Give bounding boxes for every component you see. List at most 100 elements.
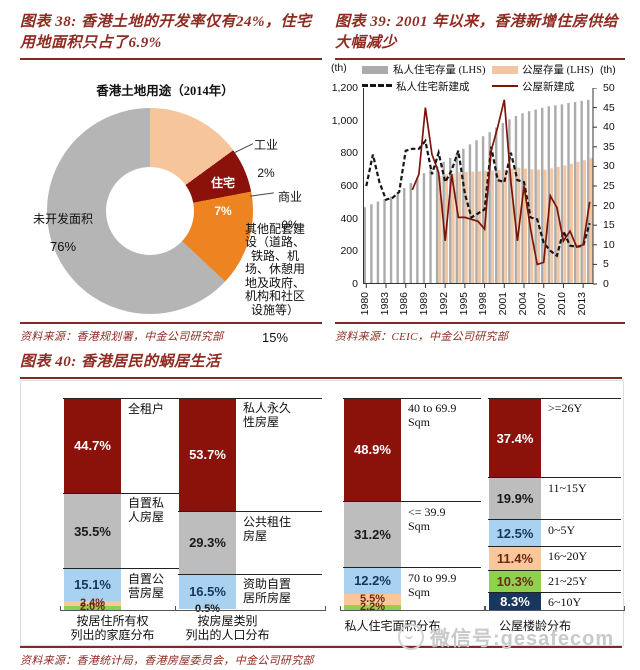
segment-side-label: 资助自置 居所房屋 — [243, 577, 292, 605]
left-axis-tick: 800 — [340, 147, 358, 159]
right-axis-tick: 50 — [603, 82, 615, 94]
legend-swatch-private-stock — [362, 66, 388, 74]
right-axis-tick: 45 — [603, 102, 615, 114]
figure-39-source: 资料来源：CEIC，中金公司研究部 — [335, 322, 625, 344]
private-stock-bar — [468, 144, 472, 284]
x-axis-tick: 1995 — [458, 292, 470, 316]
x-axis-tick: 2004 — [517, 292, 529, 316]
private-stock-bar — [403, 187, 406, 284]
segment-boundary-line — [178, 397, 322, 399]
bar-segment: 2.4% — [64, 597, 121, 608]
baseline — [60, 610, 211, 611]
public-stock-bar — [583, 160, 587, 284]
segment-side-label: 70 to 99.9 Sqm — [408, 570, 457, 599]
legend-swatch-public-completed — [492, 85, 518, 87]
segment-percent-label: 37.4% — [496, 430, 534, 446]
segment-boundary-line — [488, 397, 621, 399]
segment-percent-label: 29.3% — [189, 535, 226, 551]
private-stock-bar — [547, 106, 550, 284]
figure-38-title: 图表 38: 香港土地的开发率仅有24%，住宅用地面积只占了6.9% — [20, 12, 322, 60]
baseline — [340, 610, 485, 611]
segment-boundary-line — [63, 568, 207, 570]
private-stock-bar — [580, 100, 583, 284]
right-axis-tick: 20 — [603, 200, 615, 212]
right-axis-tick: 5 — [603, 258, 609, 270]
bar-segment: 53.7% — [179, 398, 236, 512]
left-axis-tick: 1,000 — [331, 115, 358, 127]
figure-39: 图表 39: 2001 年以来，香港新增住房供给大幅减少 — [335, 12, 625, 60]
segment-boundary-line — [488, 591, 621, 593]
private-stock-bar — [508, 119, 511, 284]
public-stock-bar — [510, 168, 514, 284]
public-stock-bar — [543, 169, 547, 284]
baseline-tick — [340, 606, 341, 610]
segment-boundary-line — [488, 570, 621, 572]
public-stock-bar — [576, 161, 580, 284]
segment-percent-label: 44.7% — [74, 438, 111, 454]
segment-percent-label: 16.5% — [189, 584, 226, 599]
public-stock-bar — [504, 169, 508, 284]
private-stock-bar — [383, 199, 386, 284]
x-axis-tick: 1989 — [418, 292, 430, 316]
private-completed-line — [365, 138, 591, 258]
private-stock-bar — [475, 140, 478, 284]
private-stock-bar — [429, 169, 432, 284]
private-stock-bar — [587, 99, 590, 284]
segment-percent-label: 2.2% — [359, 601, 386, 614]
baseline-tick — [175, 606, 176, 610]
left-axis-tick: 200 — [340, 245, 358, 257]
segment-boundary-line — [343, 567, 481, 569]
baseline-tick — [325, 606, 326, 610]
bar-segment: 12.2% — [344, 567, 401, 594]
public-stock-bar — [464, 171, 468, 284]
segment-percent-label: 5.5% — [359, 593, 386, 606]
private-stock-bar — [573, 102, 577, 285]
bar-segment: 48.9% — [344, 398, 401, 502]
segment-side-label: <= 39.9 Sqm — [408, 504, 446, 533]
bar-segment: 37.4% — [489, 398, 541, 478]
pie-label-other: 其他配套建 设（道路、 铁路、机 场、休憩用 地及政府、 机构和社区 设施等） … — [244, 221, 305, 345]
segment-boundary-line — [178, 573, 322, 575]
segment-side-label: 0~5Y — [548, 522, 576, 537]
left-axis-unit: (th) — [331, 62, 347, 74]
figure-38-source: 资料来源：香港规划署，中金公司研究部 — [20, 322, 322, 344]
bar-segment: 5.5% — [344, 594, 401, 606]
bar-segment: 35.5% — [64, 493, 121, 569]
legend-label-public-stock: 公屋存量 (LHS) — [522, 65, 594, 76]
private-stock-bar — [422, 173, 426, 284]
private-stock-bar — [514, 116, 518, 284]
segment-percent-label: 31.2% — [354, 527, 391, 543]
x-axis-tick: 2013 — [576, 292, 588, 316]
segment-percent-label: 53.7% — [189, 447, 226, 463]
bar-segment: 2.2% — [344, 601, 401, 614]
public-stock-bar — [451, 173, 455, 284]
right-axis-tick: 35 — [603, 141, 615, 153]
right-axis-tick: 40 — [603, 121, 615, 133]
public-stock-bar — [569, 163, 573, 284]
private-stock-bar — [534, 109, 537, 284]
segment-percent-label: 0.5% — [194, 602, 221, 615]
wechat-logo-icon — [398, 623, 424, 650]
public-stock-bar — [438, 176, 442, 284]
segment-boundary-line — [63, 398, 207, 400]
segment-percent-label: 12.2% — [354, 573, 391, 589]
segment-side-label: 6~10Y — [548, 595, 582, 610]
watermark-text: 微信号:gesafecom — [430, 628, 615, 650]
bar-segment: 11.4% — [489, 546, 541, 571]
private-stock-bar — [501, 123, 504, 284]
figure-39-plot — [363, 87, 599, 290]
private-stock-bar — [416, 178, 419, 284]
public-stock-bar — [550, 168, 554, 284]
public-stock-bar — [458, 172, 462, 284]
bar-segment: 2.0% — [64, 602, 121, 613]
public-stock-bar — [497, 170, 501, 284]
segment-percent-label: 15.1% — [74, 577, 111, 593]
private-stock-bar — [541, 107, 544, 284]
right-axis-tick: 15 — [603, 219, 615, 231]
segment-side-label: >=26Y — [548, 401, 583, 416]
segment-boundary-line — [488, 477, 621, 479]
pie-label-residential: 住宅 7% — [210, 176, 235, 218]
figure-40-source: 资料来源：香港统计局，香港房屋委员会，中金公司研究部 — [20, 646, 622, 668]
bar-segment: 15.1% — [64, 568, 121, 601]
baseline-tick — [484, 606, 485, 610]
